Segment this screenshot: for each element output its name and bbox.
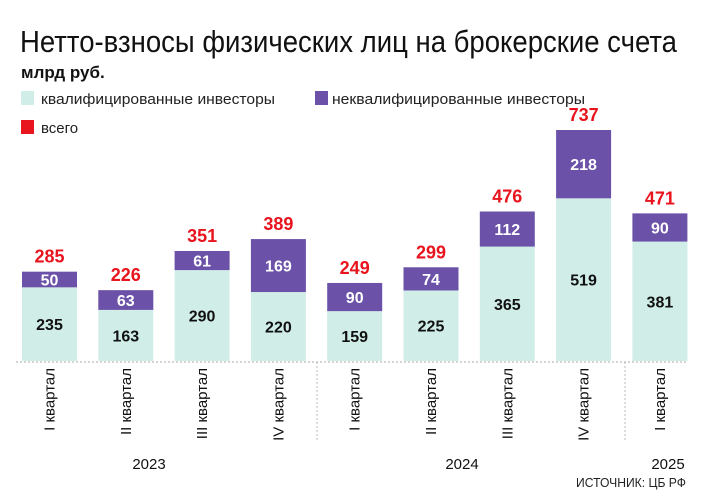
source-note: ИСТОЧНИК: ЦБ РФ — [576, 475, 686, 490]
data-label-qualified: 365 — [494, 297, 521, 314]
bar-qualified — [327, 311, 383, 361]
x-tick-label: IV квартал — [270, 368, 287, 441]
data-label-nonqualified: 50 — [41, 273, 59, 290]
legend-label-nonqualified: неквалифицированные инвесторы — [332, 91, 585, 108]
x-tick-label: I квартал — [652, 368, 669, 431]
x-tick-label: III квартал — [499, 368, 516, 439]
chart-subtitle: млрд руб. — [21, 63, 105, 82]
legend-swatch-total — [21, 120, 34, 134]
data-label-qualified: 225 — [418, 319, 445, 336]
bar-nonqualified — [632, 213, 688, 242]
x-tick-label: II квартал — [118, 368, 135, 435]
data-label-total: 299 — [416, 242, 446, 262]
data-label-qualified: 235 — [36, 317, 63, 334]
bar-nonqualified — [98, 290, 154, 310]
data-label-qualified: 290 — [189, 309, 216, 326]
x-tick-label: II квартал — [423, 368, 440, 435]
data-label-nonqualified: 218 — [570, 157, 597, 174]
data-label-total: 249 — [340, 258, 370, 278]
x-tick-label: IV квартал — [576, 368, 593, 441]
bar-nonqualified — [327, 282, 383, 312]
data-label-qualified: 163 — [112, 328, 139, 345]
x-tick-label: I квартал — [347, 368, 364, 431]
data-label-total: 737 — [569, 105, 599, 125]
data-label-total: 351 — [187, 226, 217, 246]
legend-swatch-nonqualified — [315, 91, 328, 105]
year-label-2025: 2025 — [651, 456, 684, 473]
data-label-total: 226 — [111, 265, 141, 285]
data-label-qualified: 381 — [647, 294, 674, 311]
data-label-nonqualified: 74 — [422, 272, 440, 289]
data-label-total: 471 — [645, 188, 675, 208]
bar-qualified — [403, 290, 459, 361]
year-label-2023: 2023 — [132, 456, 165, 473]
bar-qualified — [479, 246, 535, 361]
bar-qualified — [22, 287, 77, 361]
bar-nonqualified — [22, 271, 77, 288]
data-label-nonqualified: 61 — [193, 254, 211, 271]
data-label-total: 476 — [492, 186, 522, 206]
year-label-2024: 2024 — [445, 456, 478, 473]
data-label-nonqualified: 63 — [117, 293, 135, 310]
bar-qualified — [556, 198, 612, 361]
data-label-total: 389 — [263, 214, 293, 234]
data-label-qualified: 159 — [341, 329, 368, 346]
bar-nonqualified — [403, 267, 459, 291]
bar-nonqualified — [479, 211, 535, 247]
bar-nonqualified — [250, 239, 306, 293]
chart-title: Нетто-взносы физических лиц на брокерски… — [20, 24, 678, 59]
data-label-qualified: 519 — [570, 273, 597, 290]
bar-nonqualified — [174, 250, 230, 271]
data-label-nonqualified: 169 — [265, 259, 292, 276]
data-label-nonqualified: 90 — [346, 290, 364, 307]
bar-qualified — [174, 270, 230, 361]
x-tick-label: I квартал — [42, 368, 59, 431]
data-label-nonqualified: 90 — [651, 220, 669, 237]
bar-nonqualified — [556, 130, 612, 199]
data-label-total: 285 — [34, 247, 64, 267]
bar-qualified — [98, 309, 154, 361]
x-tick-label: III квартал — [194, 368, 211, 439]
legend-label-total: всего — [41, 120, 78, 137]
data-label-nonqualified: 112 — [494, 222, 520, 239]
data-label-qualified: 220 — [265, 320, 292, 337]
legend-label-qualified: квалифицированные инвесторы — [41, 91, 275, 108]
bar-qualified — [250, 292, 306, 361]
bar-qualified — [632, 241, 688, 361]
legend-swatch-qualified — [21, 91, 34, 105]
